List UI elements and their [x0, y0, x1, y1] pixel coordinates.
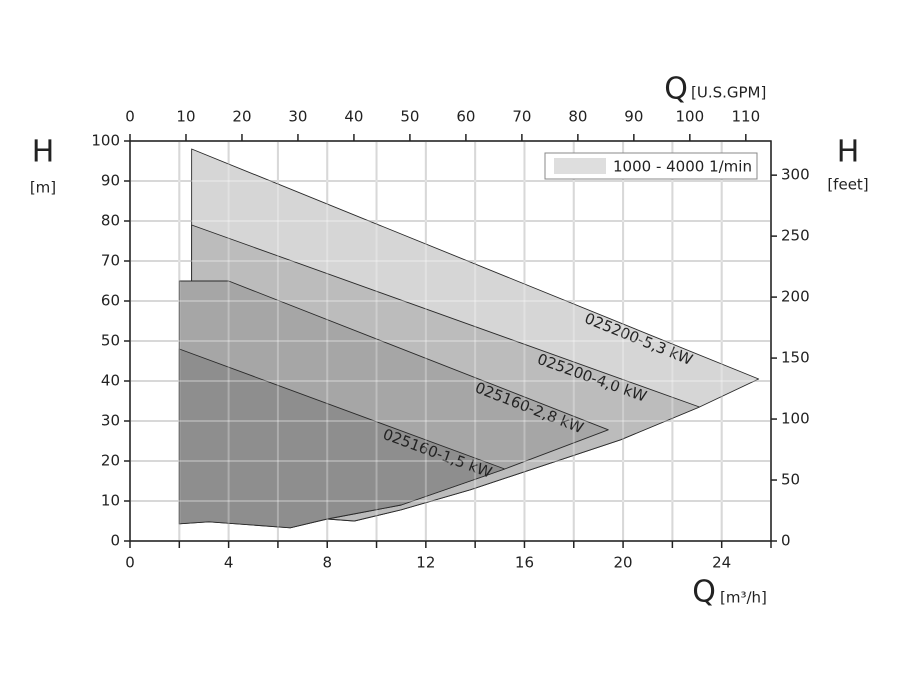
x-tick-label: 8 — [322, 554, 332, 572]
x-tick-label: 24 — [712, 554, 731, 572]
y-tick-label: 0 — [110, 532, 120, 550]
x2-tick-label: 30 — [288, 108, 307, 126]
y-axis-unit: [m] — [30, 179, 56, 197]
x2-tick-label: 90 — [624, 108, 643, 126]
y-tick-label: 100 — [91, 132, 120, 150]
x2-tick-label: 40 — [344, 108, 363, 126]
x2-tick-label: 0 — [125, 108, 135, 126]
y-tick-label: 30 — [101, 412, 120, 430]
y2-tick-label: 50 — [781, 471, 800, 489]
x-tick-label: 0 — [125, 554, 135, 572]
x-axis-unit: [m³/h] — [720, 589, 767, 607]
x2-tick-label: 50 — [400, 108, 419, 126]
y-tick-label: 40 — [101, 372, 120, 390]
x2-axis-unit: [U.S.GPM] — [691, 84, 766, 102]
legend-label: 1000 - 4000 1/min — [613, 158, 752, 176]
axes: 0 4 8 12 16 20 24 0 10 20 30 40 50 60 70 80 90 100 0 10 20 30… — [91, 108, 809, 572]
x-tick-label: 20 — [614, 554, 633, 572]
legend-swatch — [554, 158, 606, 174]
x-tick-label: 16 — [515, 554, 534, 572]
y-tick-label: 10 — [101, 492, 120, 510]
x2-tick-label: 110 — [731, 108, 760, 126]
y2-axis-title: H — [837, 135, 860, 170]
x2-tick-label: 60 — [456, 108, 475, 126]
y-tick-label: 50 — [101, 332, 120, 350]
x2-axis-title: Q — [664, 72, 688, 107]
y2-tick-label: 150 — [781, 349, 810, 367]
y-tick-label: 20 — [101, 452, 120, 470]
y-tick-label: 80 — [101, 212, 120, 230]
y2-tick-label: 100 — [781, 410, 810, 428]
x2-tick-label: 100 — [676, 108, 705, 126]
y2-tick-label: 300 — [781, 166, 810, 184]
x2-tick-label: 80 — [568, 108, 587, 126]
x-tick-label: 12 — [416, 554, 435, 572]
y-tick-label: 90 — [101, 172, 120, 190]
y-tick-label: 60 — [101, 292, 120, 310]
y2-axis-unit: [feet] — [827, 176, 868, 194]
y-tick-label: 70 — [101, 252, 120, 270]
y2-tick-label: 200 — [781, 288, 810, 306]
x2-tick-label: 10 — [176, 108, 195, 126]
x-axis-title: Q — [692, 575, 716, 610]
x2-tick-label: 70 — [512, 108, 531, 126]
x2-tick-label: 20 — [232, 108, 251, 126]
area-region — [178, 348, 506, 529]
x-tick-label: 4 — [224, 554, 234, 572]
y2-tick-label: 250 — [781, 227, 810, 245]
y-axis-title: H — [32, 135, 55, 170]
y2-tick-label: 0 — [781, 532, 791, 550]
